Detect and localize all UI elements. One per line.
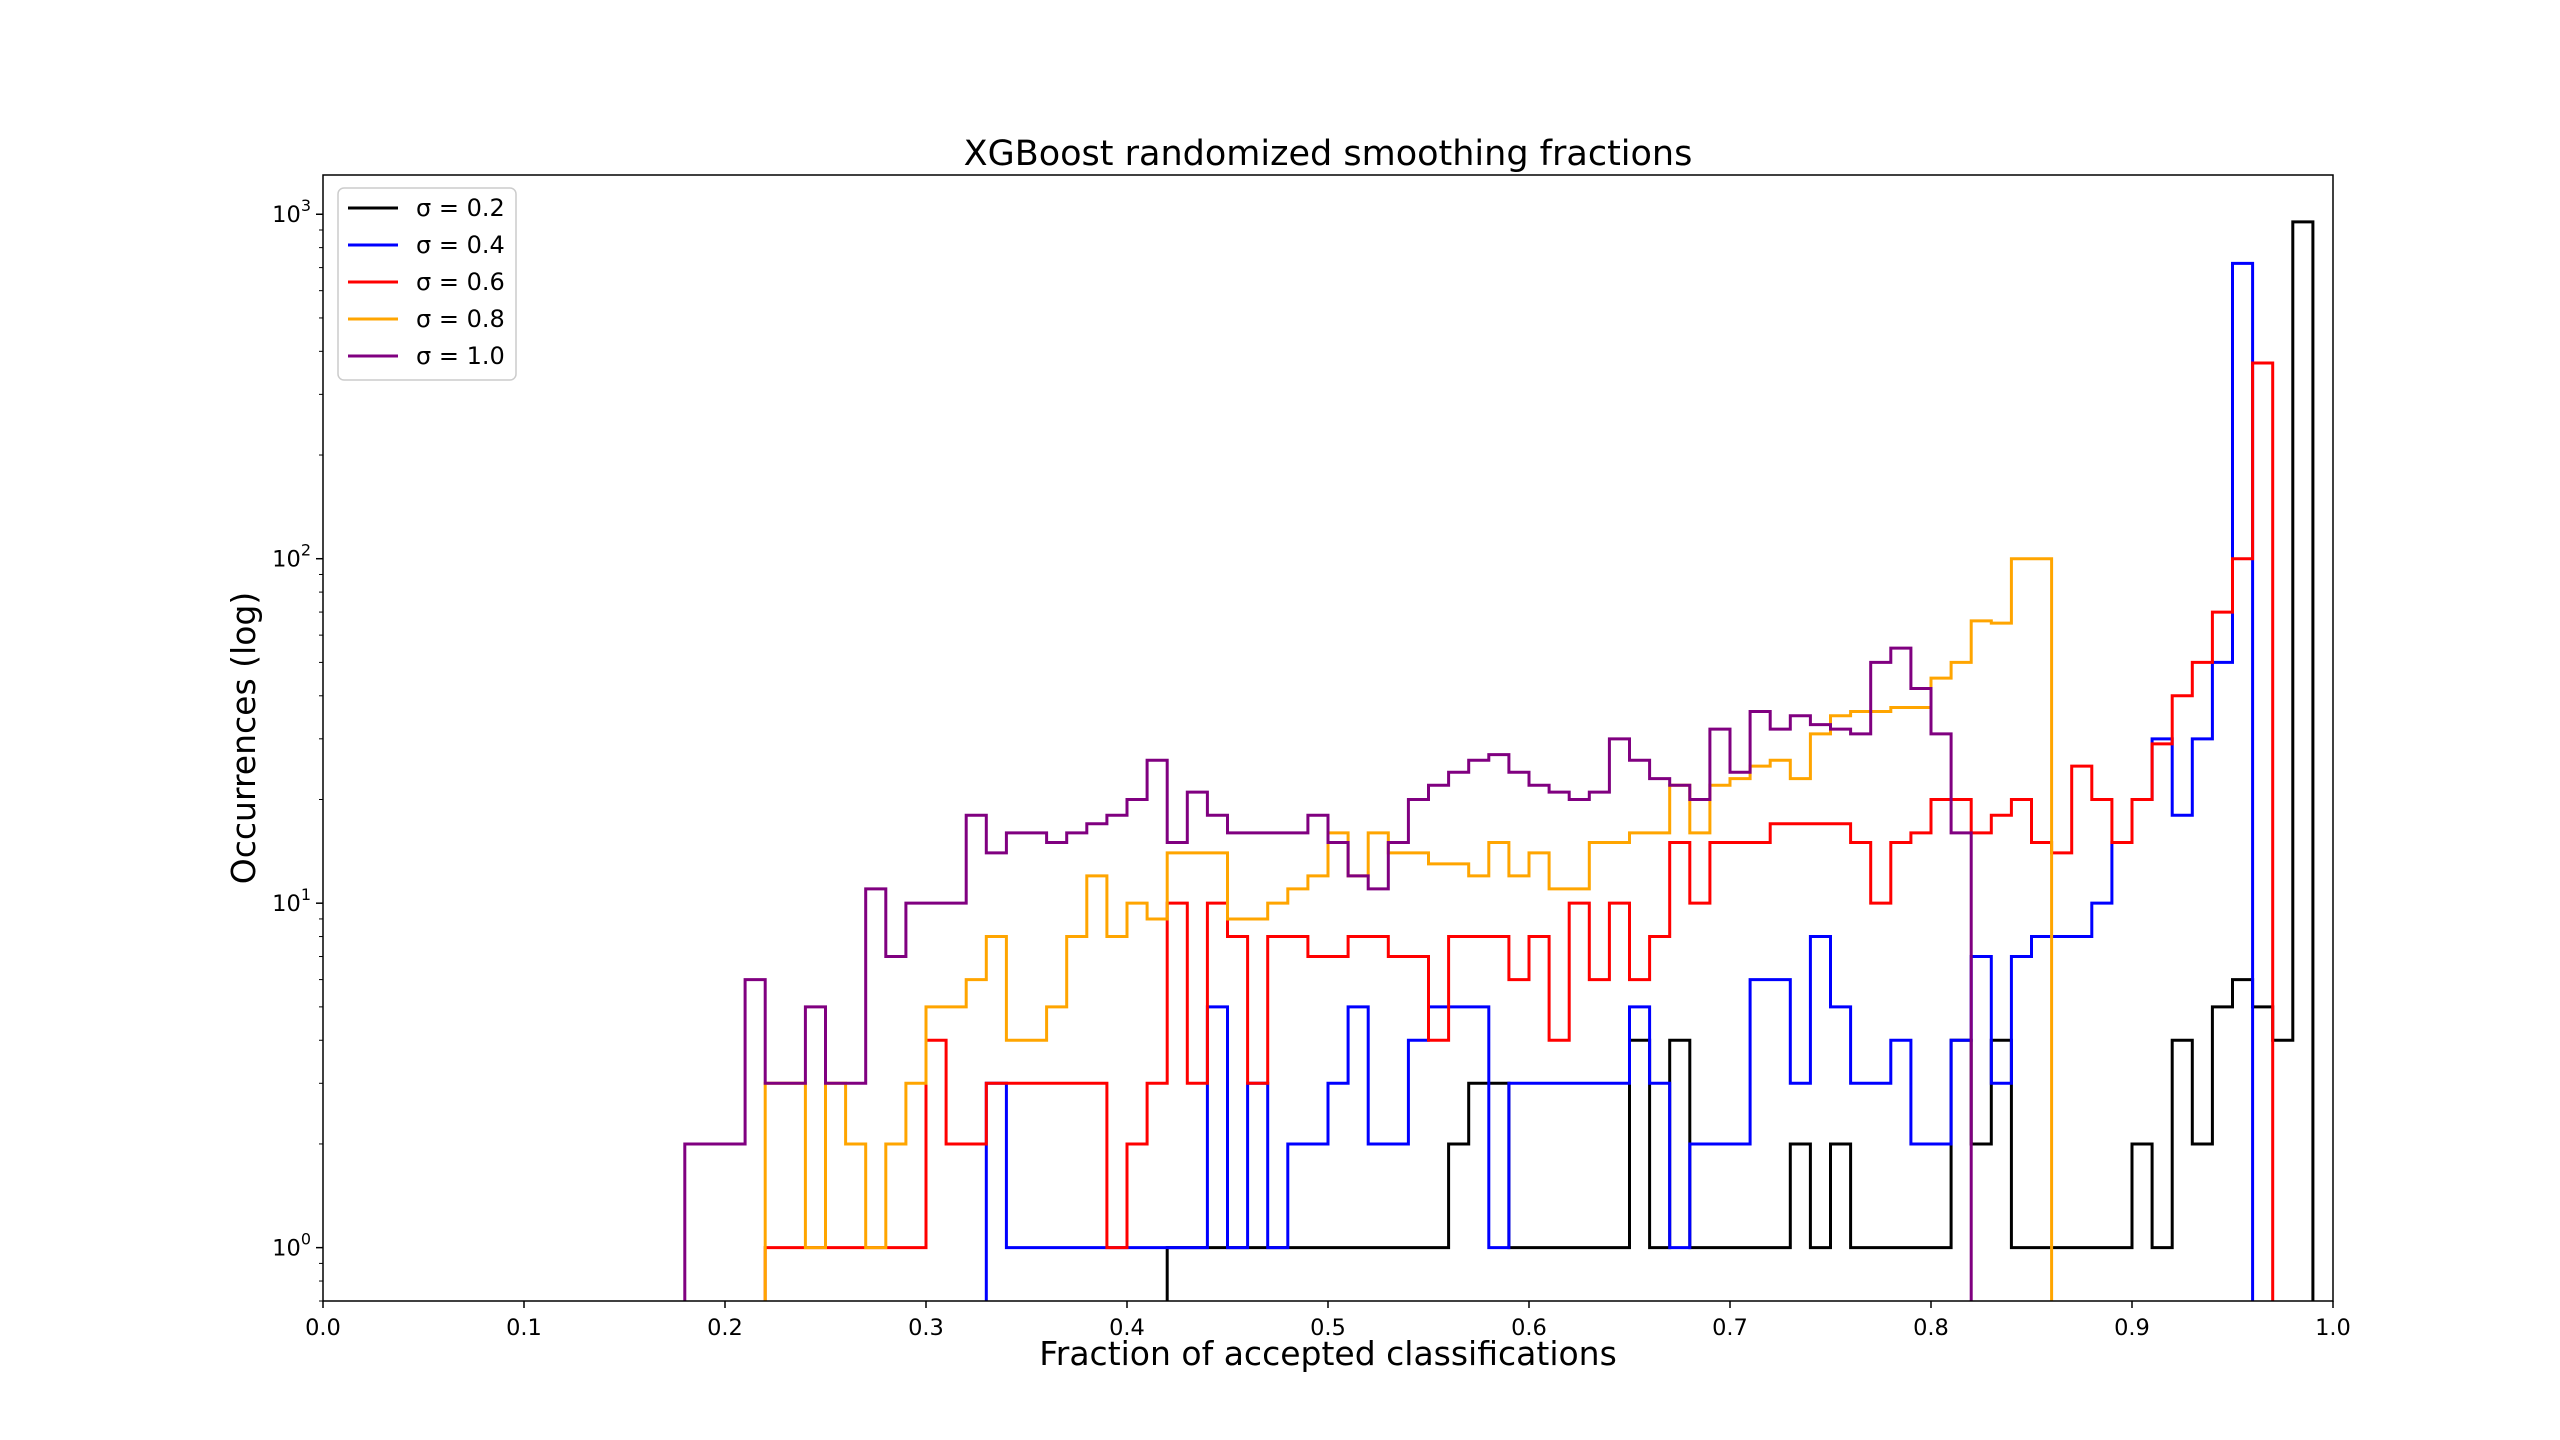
x-tick-label: 0.2 [707,1315,743,1341]
y-tick-label: 101 [272,885,311,917]
series-5-step-line [683,646,1973,1301]
x-tick-label: 0.5 [1310,1315,1346,1341]
legend-label: σ = 0.4 [416,231,505,259]
x-tick-label: 0.8 [1913,1315,1949,1341]
series-3-step-line [763,361,2275,1301]
x-tick-label: 0.0 [305,1315,341,1341]
x-tick-label: 0.7 [1712,1315,1748,1341]
x-tick-label: 0.6 [1511,1315,1547,1341]
chart-title: XGBoost randomized smoothing fractions [964,134,1693,174]
x-tick-label: 0.4 [1109,1315,1145,1341]
y-tick-label: 103 [272,196,311,228]
x-axis-label: Fraction of accepted classifications [1039,1334,1617,1373]
y-axis-label: Occurrences (log) [224,592,263,884]
legend: σ = 0.2 σ = 0.4 σ = 0.6 σ = 0.8 σ = 1.0 [337,187,517,381]
x-tick-label: 0.1 [506,1315,542,1341]
x-tick-label: 1.0 [2315,1315,2351,1341]
y-tick-label: 102 [272,541,311,573]
series-4-step-line [763,557,2054,1301]
legend-label: σ = 0.6 [416,268,505,296]
legend-box [337,187,517,381]
x-tick-label: 0.3 [908,1315,944,1341]
legend-label: σ = 1.0 [416,342,505,370]
legend-label: σ = 0.8 [416,305,505,333]
plot-area [683,220,2315,1301]
y-axis-ticks: 100 101 102 103 [272,196,323,1302]
x-axis-ticks: 0.0 0.1 0.2 0.3 0.4 0.5 0.6 0.7 0.8 0.9 1.0 [305,1301,2351,1341]
y-tick-label: 100 [272,1230,311,1262]
x-tick-label: 0.9 [2114,1315,2150,1341]
legend-label: σ = 0.2 [416,194,505,222]
series-1-step-line [1165,220,2315,1301]
